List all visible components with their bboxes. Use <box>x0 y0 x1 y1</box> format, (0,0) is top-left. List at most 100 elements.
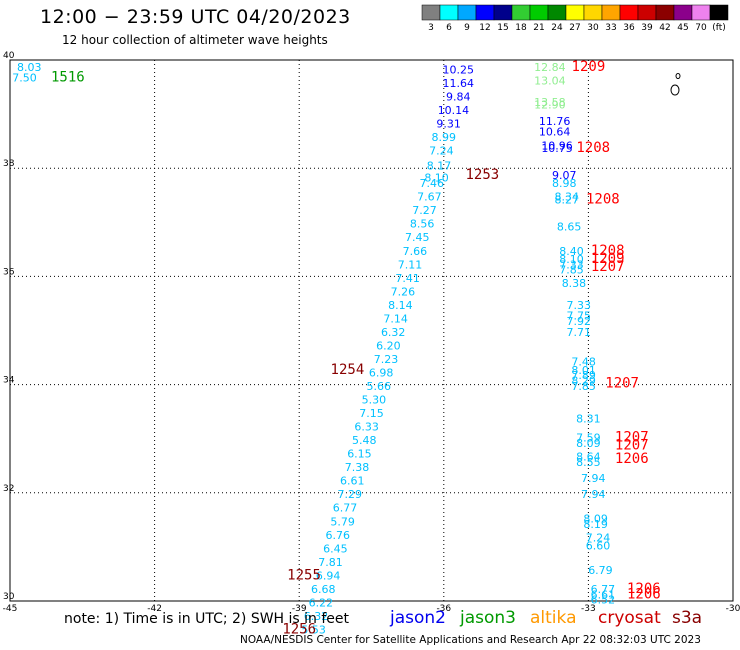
wave-height-value: 8.98 <box>552 177 577 190</box>
wave-height-value: 7.15 <box>359 407 384 420</box>
wave-height-value: 7.23 <box>374 353 399 366</box>
wave-height-value: 6.98 <box>369 366 394 379</box>
wave-height-value: 7.24 <box>429 145 454 158</box>
x-tick-label: -45 <box>3 604 18 614</box>
wave-height-value: 6.32 <box>381 326 406 339</box>
colorbar-label: 18 <box>515 23 527 33</box>
time-label: 1207 <box>591 259 625 275</box>
colorbar-swatch <box>529 4 549 21</box>
colorbar-label: 27 <box>569 23 580 33</box>
wave-height-value: 7.75 <box>567 310 592 323</box>
y-tick-label: 38 <box>3 159 15 169</box>
page-title: 12:00 − 23:59 UTC 04/20/2023 <box>40 6 351 28</box>
wave-height-value: 6.33 <box>354 421 379 434</box>
time-label: 1208 <box>591 243 625 259</box>
x-tick-label: -42 <box>147 604 162 614</box>
wave-height-value: 8.40 <box>559 245 584 258</box>
wave-height-value: 7.24 <box>586 531 611 544</box>
wave-height-value: 10.64 <box>539 126 571 139</box>
wave-height-value: 7.33 <box>559 258 584 271</box>
colorbar-swatch <box>637 4 657 21</box>
wave-height-value: 7.81 <box>318 556 343 569</box>
island-marker <box>675 73 681 79</box>
wave-height-value: 7.94 <box>581 472 606 485</box>
wave-height-value: 8.10 <box>559 253 584 266</box>
wave-height-value: 5.48 <box>352 434 377 447</box>
wave-height-value: 11.76 <box>539 115 571 128</box>
wave-height-value: 7.14 <box>383 312 408 325</box>
wave-height-value: 8.17 <box>427 159 452 172</box>
wave-height-value: 6.15 <box>347 448 372 461</box>
colorbar-swatch <box>583 4 603 21</box>
wave-height-value: 6.79 <box>588 564 613 577</box>
wave-height-value: 6.61 <box>340 475 365 488</box>
legend-s3a: s3a <box>672 608 703 628</box>
x-tick-label: -39 <box>292 604 307 614</box>
colorbar-swatch <box>511 4 531 21</box>
colorbar-label: 45 <box>677 23 688 33</box>
legend-jason2: jason2 <box>390 608 446 628</box>
wave-height-value: 7.33 <box>567 299 592 312</box>
wave-height-value: 13.58 <box>534 96 566 109</box>
legend-jason3: jason3 <box>460 608 516 628</box>
wave-height-value: 7.45 <box>405 231 430 244</box>
wave-height-value: 9.31 <box>436 118 461 131</box>
wave-height-value: 7.50 <box>12 72 37 85</box>
colorbar-label: 39 <box>641 23 653 33</box>
y-tick-label: 32 <box>3 484 14 494</box>
colorbar-label: 30 <box>587 23 599 33</box>
colorbar-swatch <box>691 4 711 21</box>
wave-height-value: 8.19 <box>583 518 608 531</box>
wave-height-value: 8.01 <box>571 364 596 377</box>
time-label: 1254 <box>331 362 365 378</box>
wave-height-value: 7.94 <box>581 488 606 501</box>
wave-height-value: 5.66 <box>366 380 391 393</box>
wave-height-value: 7.48 <box>571 356 596 369</box>
wave-height-value: 8.09 <box>583 513 608 526</box>
colorbar-label: (ft) <box>712 23 726 33</box>
wave-height-value: 7.85 <box>571 380 596 393</box>
footer-note: note: 1) Time is in UTC; 2) SWH is in fe… <box>64 611 350 627</box>
time-label: 1209 <box>572 59 606 75</box>
wave-height-value: 7.29 <box>338 488 363 501</box>
wave-height-value: 9.84 <box>446 91 471 104</box>
page-subtitle: 12 hour collection of altimeter wave hei… <box>62 33 328 47</box>
wave-height-value: 9.07 <box>552 169 577 182</box>
time-label: 1208 <box>586 191 620 207</box>
y-tick-label: 34 <box>3 376 15 386</box>
wave-height-value: 7.27 <box>412 204 437 217</box>
wave-height-value: 10.75 <box>541 142 573 155</box>
y-tick-label: 36 <box>3 267 15 277</box>
wave-height-value: 8.03 <box>17 61 42 74</box>
wave-height-value: 12.84 <box>534 61 566 74</box>
wave-height-value: 6.60 <box>586 540 611 553</box>
wave-height-value: 8.10 <box>424 172 449 185</box>
wave-height-value: 7.26 <box>391 285 416 298</box>
wave-height-value: 11.64 <box>443 77 475 90</box>
wave-height-value: 7.89 <box>571 369 596 382</box>
colorbar-swatch <box>619 4 639 21</box>
colorbar-label: 70 <box>695 23 707 33</box>
wave-height-value: 7.71 <box>567 326 592 339</box>
colorbar-swatch <box>565 4 585 21</box>
time-label: 1206 <box>615 451 649 467</box>
wave-height-value: 6.45 <box>323 542 348 555</box>
time-label: 1207 <box>615 438 649 454</box>
wave-height-value: 13.04 <box>534 74 566 87</box>
wave-height-value: 7.11 <box>398 258 423 271</box>
colorbar-label: 21 <box>533 23 544 33</box>
time-label: 1209 <box>591 251 625 267</box>
colorbar-swatch <box>655 4 675 21</box>
colorbar-swatch <box>439 4 459 21</box>
colorbar-swatch <box>673 4 693 21</box>
wave-height-value: 6.68 <box>311 583 336 596</box>
wave-height-value: 7.85 <box>559 264 584 277</box>
colorbar-swatch <box>457 4 477 21</box>
wave-height-value: 8.38 <box>562 277 587 290</box>
colorbar-label: 12 <box>479 23 490 33</box>
time-label: 1256 <box>282 621 316 637</box>
wave-height-value: 8.64 <box>576 450 601 463</box>
wave-height-value: 6.76 <box>326 529 351 542</box>
wave-height-value: 7.38 <box>345 461 370 474</box>
y-tick-label: 40 <box>3 51 15 61</box>
